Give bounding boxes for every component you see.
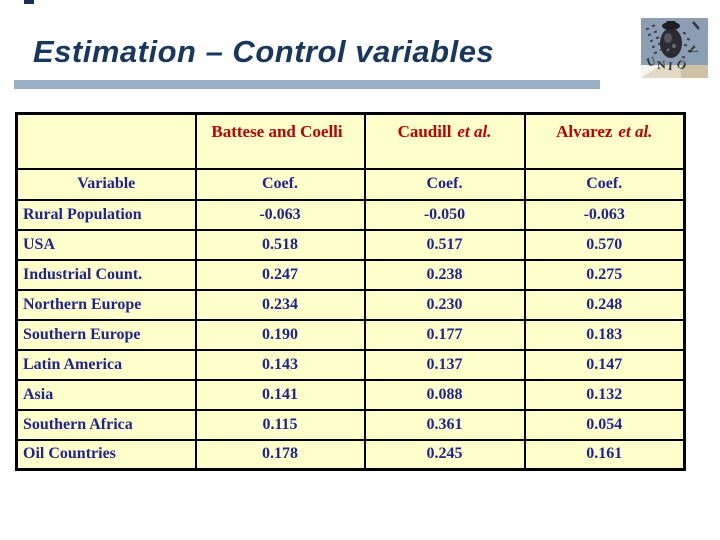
row-label: Industrial Count. bbox=[15, 258, 197, 291]
cell-value: 0.248 bbox=[523, 288, 686, 321]
cell-value: 0.183 bbox=[523, 318, 686, 351]
cell-value: 0.275 bbox=[523, 258, 686, 291]
variable-header: Variable bbox=[15, 167, 197, 201]
cell-value: 0.570 bbox=[523, 228, 686, 261]
slide-edge-artifact bbox=[24, 0, 34, 4]
cell-value: 0.143 bbox=[194, 348, 366, 381]
table-row: Latin America 0.143 0.137 0.147 bbox=[15, 348, 686, 381]
row-label: Rural Population bbox=[15, 198, 197, 231]
cell-value: -0.050 bbox=[363, 198, 526, 231]
cell-value: 0.245 bbox=[363, 438, 526, 471]
row-label: Southern Africa bbox=[15, 408, 197, 441]
col-header-battese: Battese and Coelli bbox=[194, 112, 366, 170]
table-row: Industrial Count. 0.247 0.238 0.275 bbox=[15, 258, 686, 291]
row-label: Asia bbox=[15, 378, 197, 411]
table-header-row: Battese and Coelli Caudill et al. Alvarez… bbox=[15, 112, 686, 170]
cell-value: 0.054 bbox=[523, 408, 686, 441]
row-label: Northern Europe bbox=[15, 288, 197, 321]
table-row: Asia 0.141 0.088 0.132 bbox=[15, 378, 686, 411]
cell-value: 0.234 bbox=[194, 288, 366, 321]
cell-value: 0.141 bbox=[194, 378, 366, 411]
table-row: USA 0.518 0.517 0.570 bbox=[15, 228, 686, 261]
col-header-caudill: Caudill et al. bbox=[363, 112, 526, 170]
cell-value: 0.230 bbox=[363, 288, 526, 321]
col-header-suffix: et al. bbox=[457, 122, 492, 141]
cell-value: -0.063 bbox=[194, 198, 366, 231]
title-divider-bar bbox=[14, 80, 600, 89]
cell-value: 0.517 bbox=[363, 228, 526, 261]
cell-value: 0.132 bbox=[523, 378, 686, 411]
coef-header: Coef. bbox=[194, 167, 366, 201]
col-header-text: Caudill bbox=[397, 122, 452, 141]
coef-header: Coef. bbox=[363, 167, 526, 201]
cell-value: 0.361 bbox=[363, 408, 526, 441]
table-row: Oil Countries 0.178 0.245 0.161 bbox=[15, 438, 686, 471]
col-header-text: Battese and Coelli bbox=[211, 122, 343, 141]
cell-value: -0.063 bbox=[523, 198, 686, 231]
logo-letter-i: I bbox=[668, 59, 674, 73]
col-header-alvarez: Alvarez et al. bbox=[523, 112, 686, 170]
row-label: USA bbox=[15, 228, 197, 261]
table-row: Southern Europe 0.190 0.177 0.183 bbox=[15, 318, 686, 351]
row-label: Southern Europe bbox=[15, 318, 197, 351]
coef-header: Coef. bbox=[523, 167, 686, 201]
slide-title: Estimation – Control variables bbox=[33, 34, 495, 69]
col-header-text: Alvarez bbox=[556, 122, 613, 141]
cell-value: 0.147 bbox=[523, 348, 686, 381]
cell-value: 0.518 bbox=[194, 228, 366, 261]
coefficients-table: Battese and Coelli Caudill et al. Alvarez… bbox=[15, 112, 686, 471]
logo-letter-n: N bbox=[656, 57, 666, 72]
table-subheader-row: Variable Coef. Coef. Coef. bbox=[15, 167, 686, 201]
corner-cell bbox=[15, 112, 197, 170]
cell-value: 0.177 bbox=[363, 318, 526, 351]
cell-value: 0.178 bbox=[194, 438, 366, 471]
row-label: Oil Countries bbox=[15, 438, 197, 471]
col-header-suffix: et al. bbox=[618, 122, 653, 141]
cell-value: 0.238 bbox=[363, 258, 526, 291]
cell-value: 0.115 bbox=[194, 408, 366, 441]
table-row: Rural Population -0.063 -0.050 -0.063 bbox=[15, 198, 686, 231]
cell-value: 0.137 bbox=[363, 348, 526, 381]
row-label: Latin America bbox=[15, 348, 197, 381]
cell-value: 0.190 bbox=[194, 318, 366, 351]
cell-value: 0.161 bbox=[523, 438, 686, 471]
cell-value: 0.088 bbox=[363, 378, 526, 411]
university-seal-icon: U N I O V bbox=[641, 18, 708, 78]
table-row: Southern Africa 0.115 0.361 0.054 bbox=[15, 408, 686, 441]
table-row: Northern Europe 0.234 0.230 0.248 bbox=[15, 288, 686, 321]
cell-value: 0.247 bbox=[194, 258, 366, 291]
